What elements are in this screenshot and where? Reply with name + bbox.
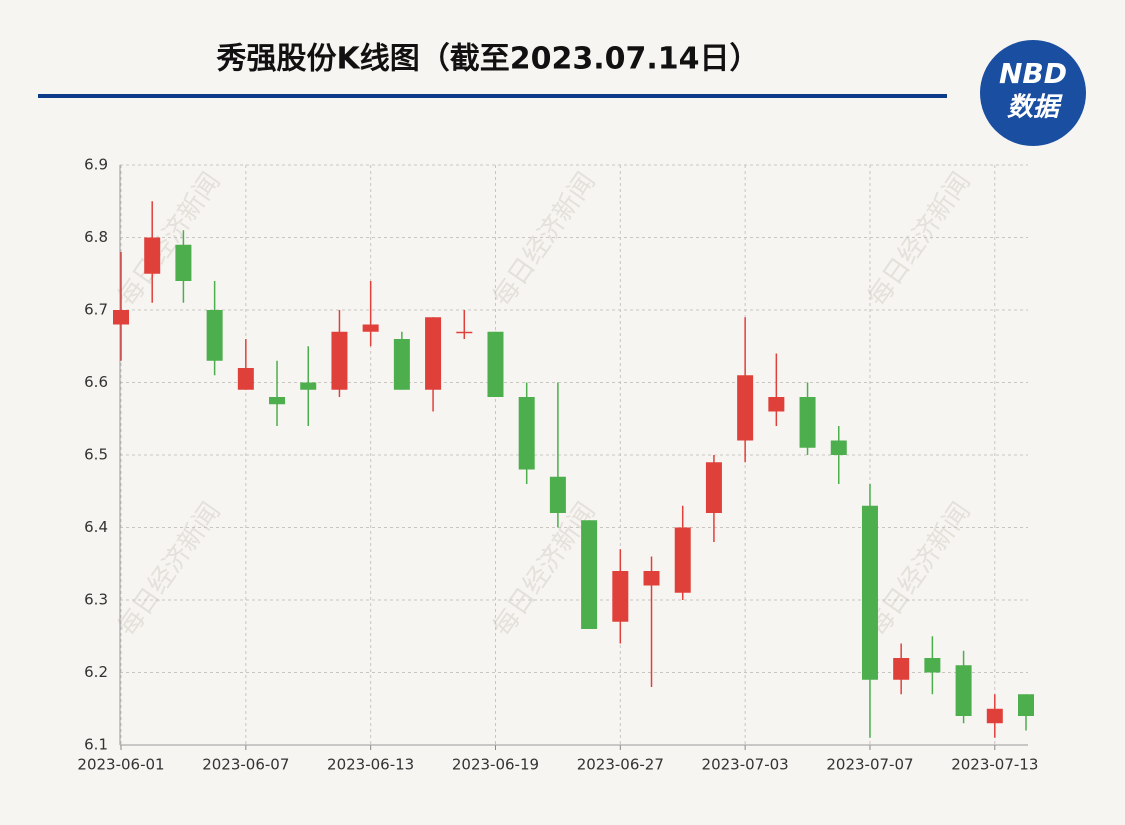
x-tick-label: 2023-06-27 [577, 756, 664, 774]
x-tick-label: 2023-07-07 [826, 756, 913, 774]
y-tick-label: 6.8 [84, 228, 108, 246]
title-rule [38, 94, 947, 98]
x-tick-label: 2023-06-19 [452, 756, 539, 774]
candle-body [331, 331, 348, 390]
candle-body [955, 665, 972, 716]
candle-body [581, 520, 598, 629]
candle-body [799, 397, 816, 448]
candle-body [893, 658, 910, 680]
candle-body [924, 658, 941, 673]
candle-body [986, 708, 1003, 724]
candle-body [643, 571, 660, 586]
candle-body [861, 505, 878, 680]
y-tick-label: 6.4 [84, 518, 108, 536]
y-tick-label: 6.3 [84, 591, 108, 609]
x-tick-label: 2023-07-03 [702, 756, 789, 774]
x-tick-label: 2023-06-07 [202, 756, 289, 774]
candle-body [705, 462, 722, 513]
candle-body [674, 527, 691, 593]
logo-top: NBD [999, 57, 1067, 90]
candle-body [549, 476, 566, 513]
logo-bottom: 数据 [1007, 93, 1063, 123]
y-tick-label: 6.5 [84, 446, 108, 464]
chart-title: 秀强股份K线图（截至2023.07.14日） [215, 42, 759, 77]
candle-body [206, 310, 223, 361]
candle-body [456, 331, 473, 334]
candle-body [362, 324, 379, 332]
candle-body [393, 339, 410, 390]
candle-body [830, 440, 847, 455]
x-tick-label: 2023-06-13 [327, 756, 414, 774]
x-tick-label: 2023-06-01 [77, 756, 164, 774]
y-tick-label: 6.6 [84, 373, 108, 391]
y-tick-label: 6.7 [84, 301, 108, 319]
candle-body [113, 310, 129, 325]
y-tick-label: 6.9 [84, 156, 108, 174]
candle-body [487, 331, 504, 397]
logo [980, 40, 1086, 146]
y-tick-label: 6.1 [84, 736, 108, 754]
candle-body [175, 244, 192, 281]
y-tick-label: 6.2 [84, 663, 108, 681]
candle-body [237, 368, 254, 390]
candle-body [144, 237, 161, 274]
x-tick-label: 2023-07-13 [951, 756, 1038, 774]
candle-body [737, 375, 754, 441]
candle-body [768, 397, 785, 412]
candle-body [612, 571, 629, 622]
candle-body [518, 397, 535, 470]
candle-body [300, 382, 317, 390]
candle-body [269, 397, 286, 405]
candle-body [1018, 694, 1034, 716]
candle-body [425, 317, 442, 390]
